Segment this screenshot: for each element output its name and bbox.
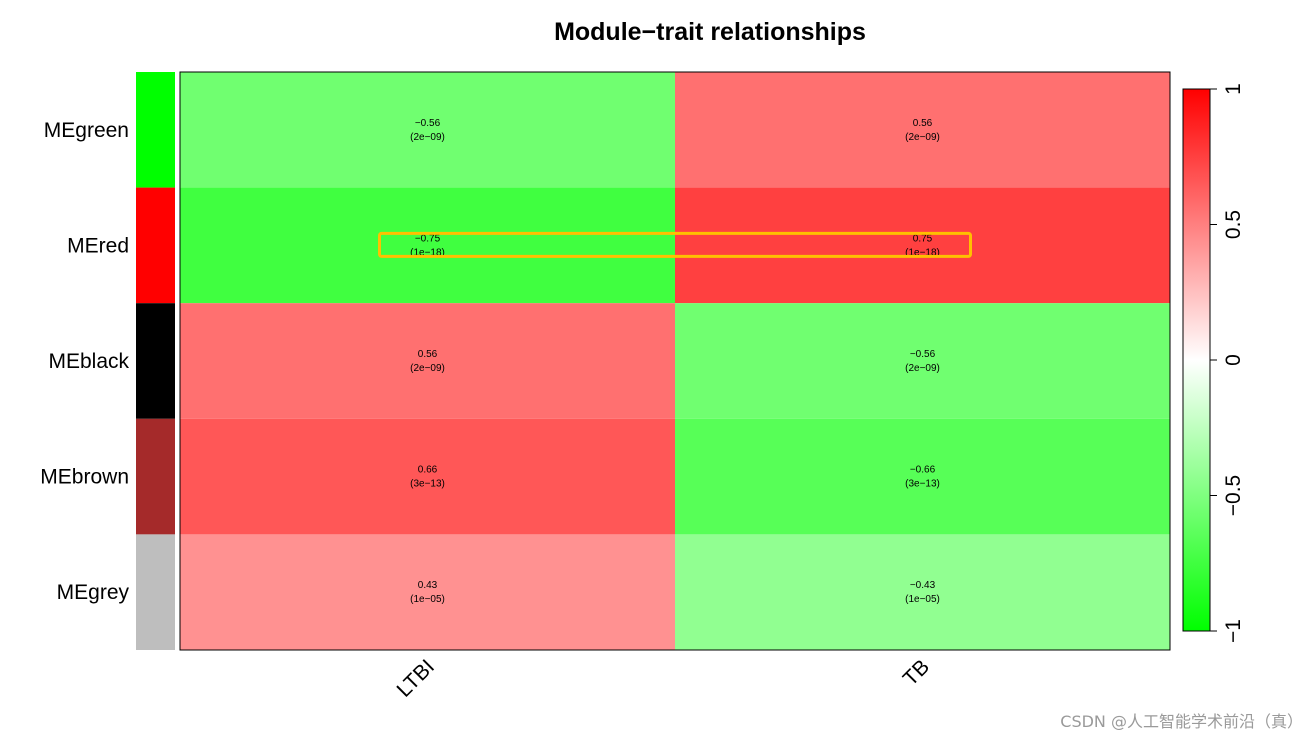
- heatmap-border: [179, 71, 1171, 651]
- heatmap-cell: [180, 187, 675, 304]
- colorbar-tick-label: 1: [1222, 83, 1245, 95]
- row-color-MEbrown: [136, 418, 175, 535]
- heatmap-cell: [675, 534, 1170, 650]
- row-color-MEgreen: [136, 72, 175, 188]
- cell-pvalue-label: (1e−05): [410, 594, 445, 605]
- heatmap-cells: [180, 72, 1170, 650]
- cell-value-label: 0.56: [418, 349, 438, 360]
- module-color-strip: [136, 72, 175, 650]
- colorbar-gradient: [1182, 88, 1211, 632]
- heatmap-cell: [675, 187, 1170, 304]
- color-legend: 1 0.5 0 −0.5 −1: [1182, 83, 1245, 643]
- row-label-MEbrown: MEbrown: [40, 466, 129, 489]
- cell-pvalue-label: (2e−09): [905, 363, 940, 374]
- cell-value-label: 0.56: [913, 118, 933, 129]
- highlight-box: [378, 231, 972, 258]
- row-label-MEgrey: MEgrey: [57, 581, 130, 604]
- cell-pvalue-label: (2e−09): [410, 363, 445, 374]
- cell-pvalue-label: (3e−13): [905, 479, 940, 490]
- heatmap-cell: [675, 303, 1170, 419]
- heatmap-cell: [675, 418, 1170, 535]
- cell-value-label: −0.56: [415, 118, 441, 129]
- cell-value-label: 0.66: [418, 465, 438, 476]
- cell-pvalue-label: (3e−13): [410, 479, 445, 490]
- colorbar-tick-label: 0.5: [1222, 210, 1245, 239]
- column-labels: LTBI TB: [393, 655, 935, 702]
- heatmap-cell: [180, 534, 675, 650]
- cell-pvalue-label: (1e−05): [905, 594, 940, 605]
- row-color-MEgrey: [136, 534, 175, 650]
- colorbar-tick-label: −1: [1222, 619, 1245, 643]
- colorbar-tick-label: 0: [1222, 354, 1245, 366]
- cell-value-label: −0.66: [910, 465, 936, 476]
- cell-value-label: −0.75: [415, 233, 441, 244]
- cell-value-label: 0.75: [913, 233, 933, 244]
- cell-value-label: 0.43: [418, 580, 438, 591]
- row-label-MEgreen: MEgreen: [44, 119, 129, 142]
- colorbar-tick-label: −0.5: [1222, 475, 1245, 516]
- heatmap-cell: [180, 72, 675, 188]
- highlight-rectangle: [378, 231, 972, 258]
- row-color-MEred: [136, 187, 175, 304]
- cell-value-label: −0.56: [910, 349, 936, 360]
- row-color-MEblack: [136, 303, 175, 419]
- heatmap-cell: [675, 72, 1170, 188]
- chart-title: Module−trait relationships: [554, 18, 866, 46]
- watermark: CSDN @人工智能学术前沿（真）: [1060, 712, 1303, 731]
- column-label-LTBI: LTBI: [393, 655, 440, 702]
- heatmap-cell-labels: −0.56 (2e−09) 0.56 (2e−09) −0.75 (1e−18) 0.75 (…: [410, 118, 940, 605]
- cell-pvalue-label: (1e−18): [410, 247, 445, 258]
- cell-pvalue-label: (2e−09): [410, 132, 445, 143]
- heatmap-cell: [180, 303, 675, 419]
- cell-pvalue-label: (2e−09): [905, 132, 940, 143]
- heatmap-cell: [180, 418, 675, 535]
- row-label-MEred: MEred: [67, 234, 129, 257]
- column-label-TB: TB: [899, 655, 934, 690]
- cell-pvalue-label: (1e−18): [905, 247, 940, 258]
- row-labels: MEgreen MEred MEblack MEbrown MEgrey: [40, 119, 129, 604]
- cell-value-label: −0.43: [910, 580, 936, 591]
- row-label-MEblack: MEblack: [48, 350, 129, 373]
